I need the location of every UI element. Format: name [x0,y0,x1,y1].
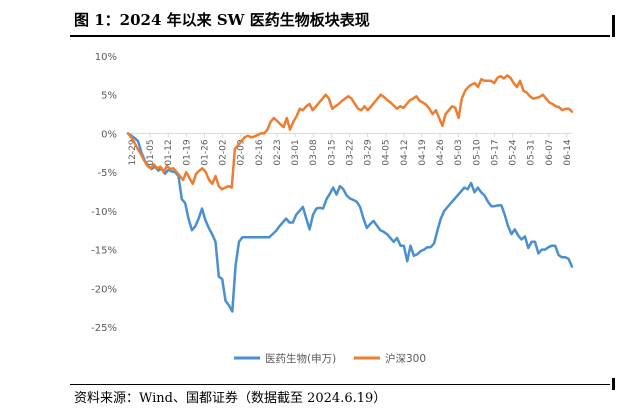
series-line-1 [126,132,574,313]
x-tick-label: 01-12 [164,139,174,165]
x-tick-label: 05-17 [490,139,500,165]
x-tick-label: 01-05 [146,139,156,165]
x-tick-label: 02-02 [219,139,229,165]
x-tick-label: 03-29 [364,139,374,165]
y-axis: 10% 5% 0% -5% -10% -15% -20% -25% [91,52,572,334]
x-tick-label: 05-10 [472,139,482,165]
x-tick-label: 04-26 [436,139,446,165]
x-tick-label: 06-14 [563,139,573,165]
legend: 医药生物(申万) 沪深300 [234,352,426,365]
x-tick-label: 05-03 [454,139,464,165]
legend-label-2: 沪深300 [385,352,426,365]
x-tick-label: 01-26 [200,139,210,165]
plot-area [126,74,574,313]
y-tick-label: 10% [95,52,117,63]
x-tick-label: 03-15 [327,139,337,165]
x-tick-label: 03-08 [309,139,319,165]
y-tick-label: 0% [101,129,117,140]
top-rule [70,35,610,37]
legend-label-1: 医药生物(申万) [265,352,336,365]
y-tick-label: -15% [91,246,117,257]
edge-mark-bottom [612,378,615,390]
x-axis: 12-29 01-05 01-12 01-19 01-26 02-02 02-09 02-16… [128,133,573,166]
x-tick-label: 04-12 [400,139,410,165]
bottom-rule [70,384,610,385]
x-tick-label: 03-01 [291,139,301,165]
y-tick-label: 5% [101,91,117,102]
figure-title: 图 1：2024 年以来 SW 医药生物板块表现 [74,11,370,29]
x-tick-label: 04-19 [418,139,428,165]
x-tick-label: 05-31 [527,139,537,165]
y-tick-label: -10% [91,207,117,218]
x-tick-label: 01-19 [182,139,192,165]
x-tick-label: 04-05 [382,139,392,165]
x-tick-label: 02-16 [255,139,265,165]
y-tick-label: -20% [91,284,117,295]
series-line-2 [126,74,574,191]
source-note: 资料来源：Wind、国都证券（数据截至 2024.6.19） [74,391,387,406]
x-tick-label: 12-29 [128,139,138,165]
y-tick-label: -25% [91,323,117,334]
x-tick-label: 06-07 [545,139,555,165]
y-tick-label: -5% [98,168,117,179]
x-tick-label: 02-09 [237,139,247,165]
edge-mark-top [612,15,615,37]
x-tick-label: 03-22 [345,139,355,165]
x-tick-label: 05-24 [509,139,519,165]
x-tick-label: 02-23 [273,139,283,165]
